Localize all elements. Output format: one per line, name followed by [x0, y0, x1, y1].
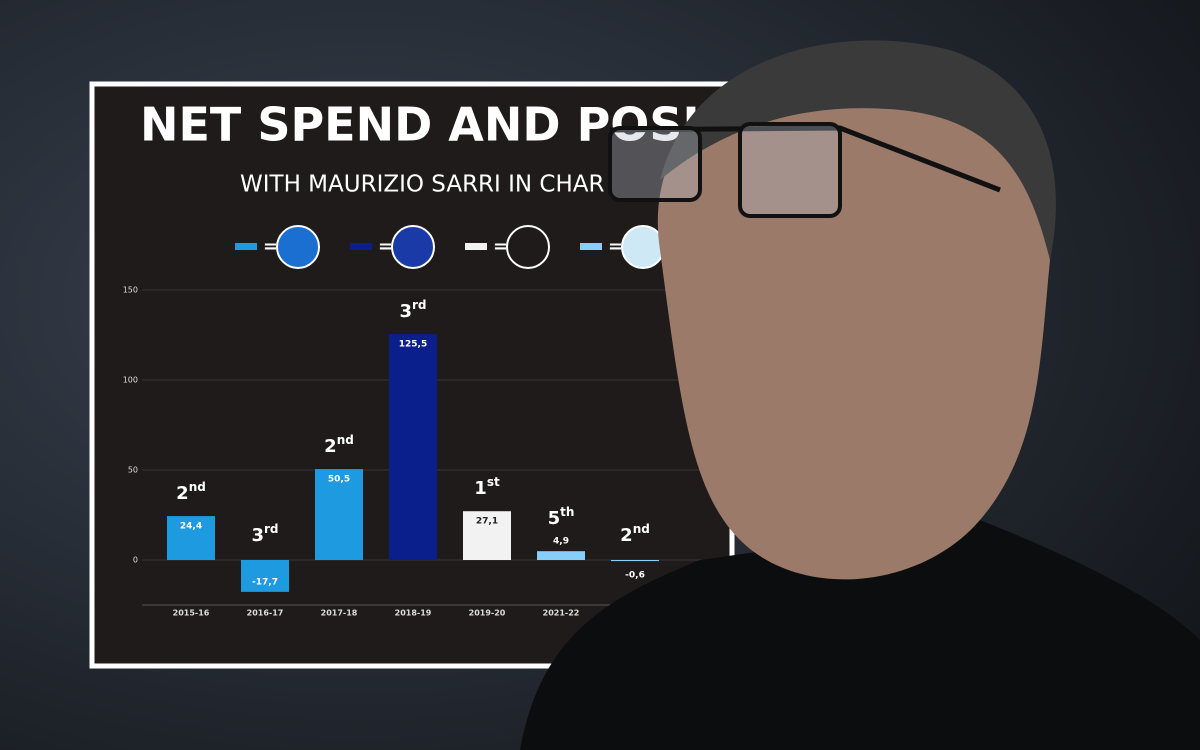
x-tick-label: 2015-16 [173, 609, 210, 618]
bar [537, 551, 585, 560]
value-label: 24,4 [180, 522, 202, 532]
bar [241, 560, 289, 592]
legend-separator: = [378, 236, 393, 257]
bar [315, 469, 363, 560]
position-suffix: nd [337, 433, 354, 447]
position-label: 3rd [251, 522, 278, 547]
value-label: -17,7 [252, 577, 278, 587]
position-number: 2 [620, 525, 633, 546]
legend-swatch [465, 243, 487, 250]
position-suffix: nd [189, 480, 206, 494]
bar [167, 516, 215, 560]
x-tick-label: 2019-20 [469, 609, 506, 618]
position-number: 2 [176, 483, 189, 504]
position-suffix: nd [633, 522, 650, 536]
x-tick-label: 2017-18 [321, 609, 358, 618]
legend-separator: = [608, 236, 623, 257]
lens [738, 122, 842, 218]
legend-logo [391, 225, 435, 269]
legend-swatch [350, 243, 372, 250]
y-tick-label: 50 [128, 466, 138, 475]
face [657, 49, 1052, 580]
position-number: 3 [251, 525, 264, 546]
jacket [520, 520, 1200, 750]
chart-subtitle: WITH MAURIZIO SARRI IN CHAR [240, 172, 605, 198]
bar [611, 560, 659, 562]
chart-panel: NET SPEND AND POSITI WITH MAURIZIO SARRI… [89, 81, 748, 669]
bar [463, 511, 511, 560]
position-number: 1 [474, 478, 487, 499]
position-number: 2 [324, 436, 337, 457]
position-label: 2nd [176, 480, 206, 505]
x-tick-label: 2018-19 [395, 609, 432, 618]
position-suffix: rd [412, 298, 427, 312]
legend-separator: = [263, 236, 278, 257]
lens [608, 126, 702, 202]
bar [389, 334, 437, 560]
y-tick-label: 0 [133, 556, 138, 565]
value-label: -0,6 [625, 571, 645, 581]
value-label: 4,9 [553, 537, 569, 547]
position-suffix: st [487, 475, 500, 489]
legend-swatch [580, 243, 602, 250]
position-label: 2nd [620, 522, 650, 547]
position-label: 1st [474, 475, 500, 500]
legend-swatch [235, 243, 257, 250]
y-tick-label: 100 [123, 376, 138, 385]
y-tick-label: 150 [123, 286, 138, 295]
position-number: 3 [399, 301, 412, 322]
position-label: 3rd [399, 298, 426, 323]
chart-title: NET SPEND AND POSITI [140, 98, 748, 152]
position-label: 2nd [324, 433, 354, 458]
position-number: 5 [548, 508, 561, 529]
value-label: 125,5 [399, 340, 427, 350]
value-label: 50,5 [328, 475, 350, 485]
position-suffix: rd [264, 522, 279, 536]
legend-separator: = [493, 236, 508, 257]
x-tick-label: 2016-17 [247, 609, 284, 618]
value-label: 27,1 [476, 517, 498, 527]
position-label: 5th [548, 505, 575, 530]
person-photo [520, 40, 1200, 750]
legend-logo [506, 225, 550, 269]
legend-logo [276, 225, 320, 269]
position-suffix: th [560, 505, 574, 519]
x-tick-label: 2021-22 [543, 609, 580, 618]
legend-logo [621, 225, 665, 269]
hair [660, 40, 1056, 260]
